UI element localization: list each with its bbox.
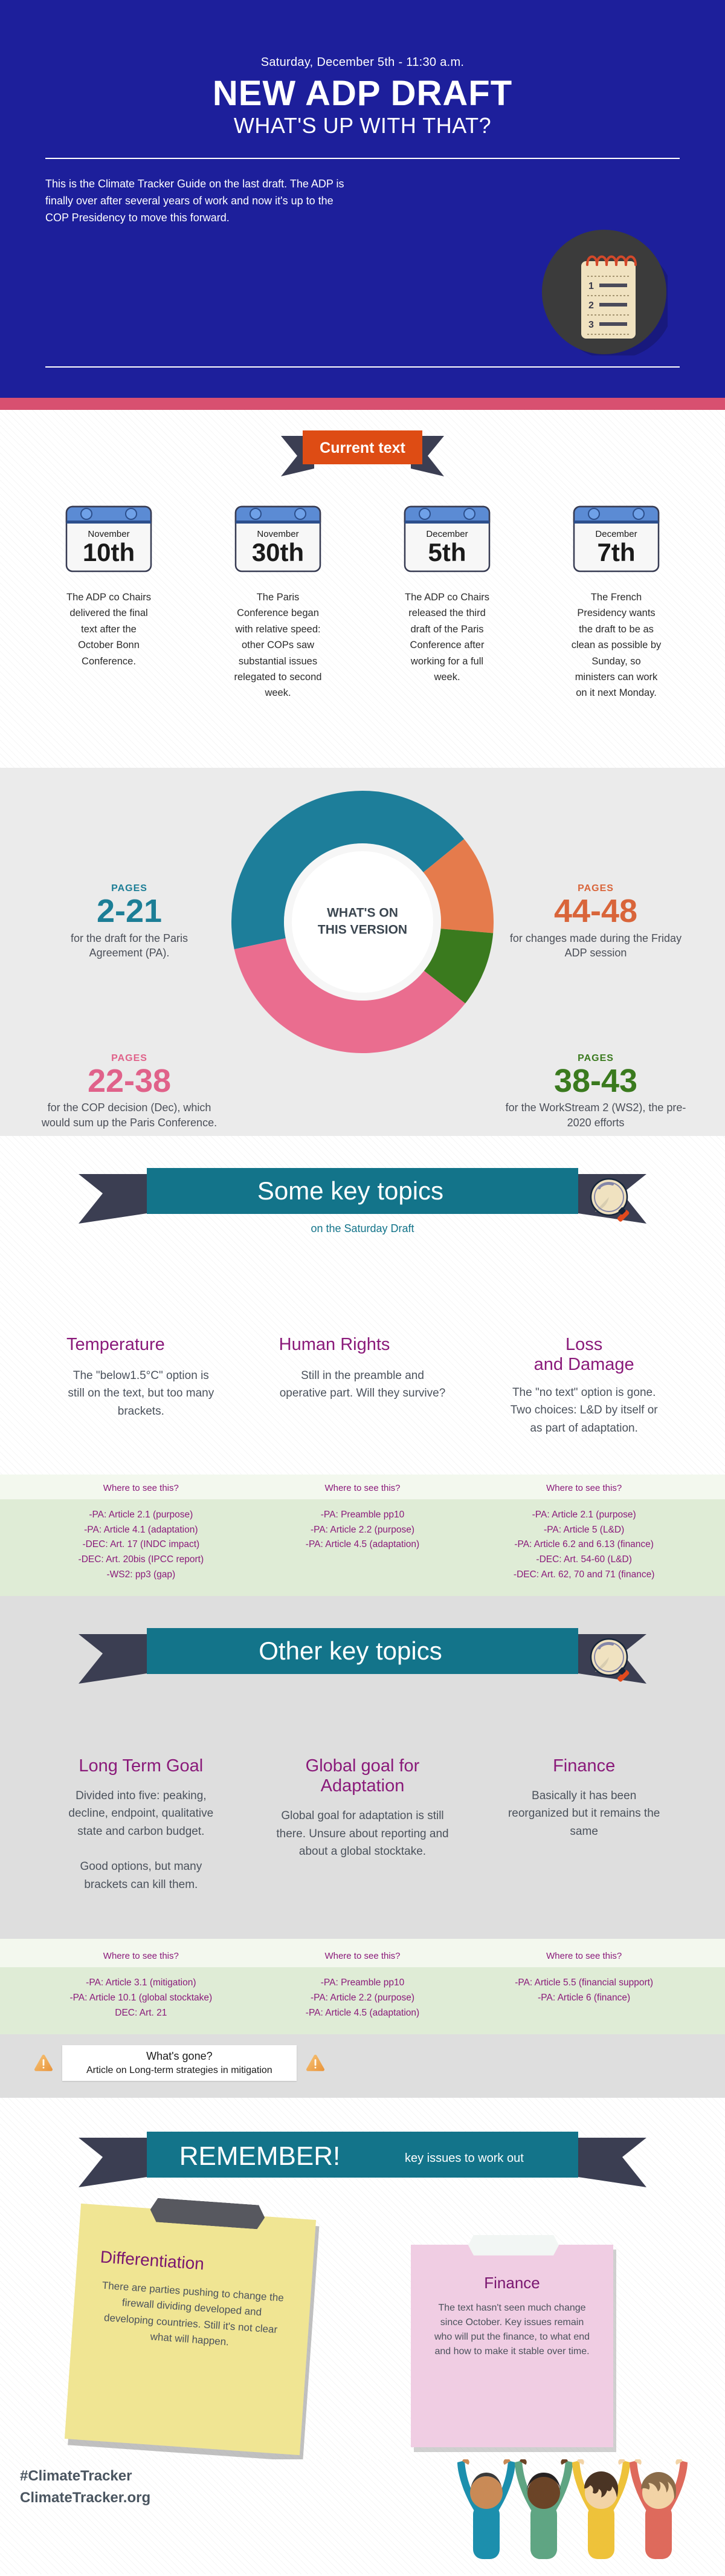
svg-text:Current text: Current text: [320, 440, 405, 456]
svg-text:3: 3: [588, 320, 594, 330]
svg-text:1: 1: [588, 281, 594, 291]
svg-text:5th: 5th: [428, 538, 466, 566]
svg-text:Other key topics: Other key topics: [259, 1637, 442, 1665]
svg-text:REMEMBER!: REMEMBER!: [179, 2141, 340, 2171]
svg-text:2: 2: [588, 300, 594, 311]
svg-text:Some key topics: Some key topics: [257, 1176, 443, 1205]
svg-text:10th: 10th: [83, 538, 135, 566]
svg-text:30th: 30th: [252, 538, 304, 566]
svg-text:7th: 7th: [598, 538, 636, 566]
svg-text:key issues to work out: key issues to work out: [405, 2152, 524, 2165]
